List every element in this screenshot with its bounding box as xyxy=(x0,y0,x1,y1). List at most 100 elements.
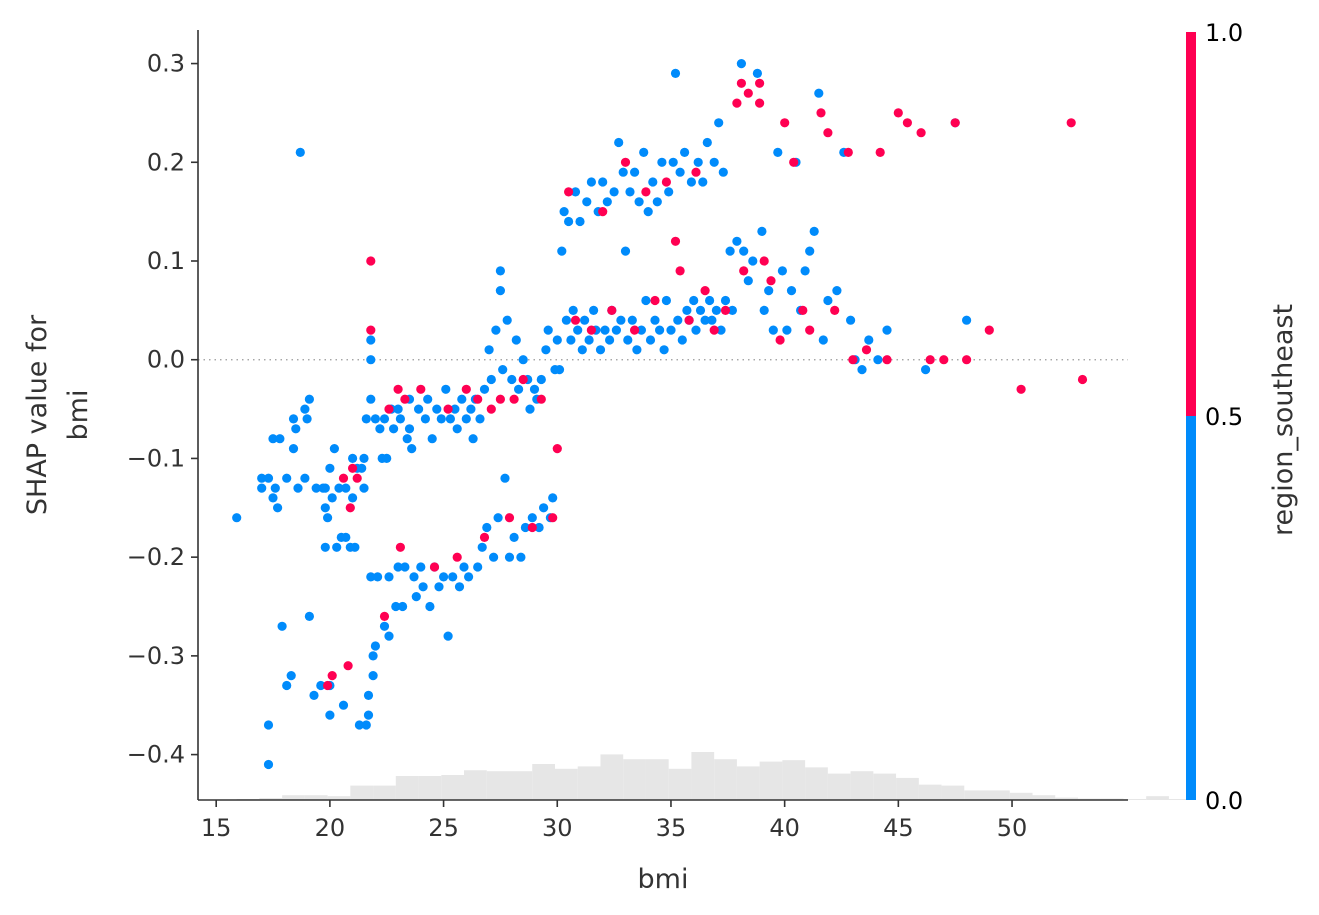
data-point-other xyxy=(725,246,735,256)
data-point-other xyxy=(509,532,519,543)
data-point-other xyxy=(398,601,408,612)
data-point-other xyxy=(675,167,685,177)
data-point-other xyxy=(363,690,374,701)
data-point-other xyxy=(473,562,483,572)
histogram-bar xyxy=(600,754,624,800)
histogram-bar xyxy=(691,752,715,800)
data-point-other xyxy=(348,453,358,463)
x-tick-label: 30 xyxy=(542,814,573,842)
data-point-other xyxy=(293,483,303,493)
data-point-other xyxy=(320,503,330,513)
bmi-histogram xyxy=(236,752,1192,800)
data-point-other xyxy=(636,325,647,335)
x-tick-label: 20 xyxy=(315,814,346,842)
data-point-southeast xyxy=(732,98,742,108)
data-point-other xyxy=(325,710,335,720)
data-point-southeast xyxy=(893,108,903,118)
data-point-other xyxy=(768,325,778,335)
data-point-other xyxy=(561,315,572,325)
data-point-other xyxy=(514,384,524,394)
data-point-other xyxy=(393,562,403,572)
data-point-other xyxy=(507,374,517,385)
histogram-bar xyxy=(896,777,919,800)
histogram-bar xyxy=(282,795,305,800)
data-point-southeast xyxy=(527,522,537,533)
data-point-other xyxy=(363,710,374,720)
data-point-other xyxy=(268,434,278,444)
data-point-other xyxy=(348,493,358,503)
data-point-other xyxy=(448,572,458,582)
data-point-southeast xyxy=(984,325,994,335)
histogram-bar xyxy=(350,785,374,800)
data-point-southeast xyxy=(755,78,765,88)
data-point-southeast xyxy=(345,503,355,513)
histogram-bar xyxy=(532,764,555,800)
data-point-other xyxy=(543,325,553,335)
data-point-other xyxy=(486,374,496,385)
data-point-other xyxy=(648,177,658,187)
data-point-other xyxy=(639,147,649,157)
histogram-bar xyxy=(668,768,692,800)
histogram-bar xyxy=(987,790,1010,800)
histogram-bar xyxy=(509,771,533,800)
data-point-other xyxy=(495,286,505,296)
x-tick-label: 50 xyxy=(997,814,1028,842)
data-point-other xyxy=(707,315,717,325)
data-point-southeast xyxy=(552,444,562,454)
data-point-southeast xyxy=(743,88,753,98)
y-axis-label-line2: bmi xyxy=(63,390,94,441)
data-point-other xyxy=(434,582,444,592)
data-point-southeast xyxy=(393,384,403,394)
data-point-other xyxy=(786,286,797,296)
data-point-southeast xyxy=(495,394,505,404)
histogram-bar xyxy=(304,795,328,800)
y-tick-label: −0.2 xyxy=(127,543,185,571)
data-point-other xyxy=(445,414,455,424)
data-point-other xyxy=(439,572,449,582)
data-point-other xyxy=(714,118,724,128)
data-point-other xyxy=(534,522,544,533)
data-point-other xyxy=(589,305,599,315)
data-point-other xyxy=(625,187,635,197)
data-point-southeast xyxy=(620,157,631,167)
data-point-southeast xyxy=(661,177,672,187)
data-point-other xyxy=(595,345,606,355)
data-point-other xyxy=(570,187,581,197)
data-point-other xyxy=(300,473,310,483)
y-axis-label-line1: SHAP value for xyxy=(22,314,53,515)
data-point-other xyxy=(702,137,712,148)
x-tick-label: 40 xyxy=(769,814,800,842)
data-point-other xyxy=(257,483,267,493)
data-point-southeast xyxy=(939,355,949,365)
data-point-other xyxy=(682,305,692,315)
histogram-bar xyxy=(1168,799,1192,800)
data-point-other xyxy=(605,335,615,345)
data-point-other xyxy=(873,355,883,365)
data-point-other xyxy=(814,88,824,98)
data-point-other xyxy=(309,690,319,701)
data-point-other xyxy=(623,335,633,345)
data-point-southeast xyxy=(395,542,405,552)
data-point-southeast xyxy=(400,394,410,404)
data-point-other xyxy=(736,59,747,69)
data-point-southeast xyxy=(916,128,926,138)
data-point-southeast xyxy=(650,295,660,306)
data-point-other xyxy=(577,345,587,355)
data-point-southeast xyxy=(416,384,426,394)
data-point-southeast xyxy=(461,384,471,394)
data-point-southeast xyxy=(720,305,731,315)
data-point-other xyxy=(368,651,378,661)
data-point-other xyxy=(805,246,815,256)
data-point-other xyxy=(718,167,728,177)
data-point-other xyxy=(921,365,931,375)
data-point-southeast xyxy=(766,276,776,286)
data-point-other xyxy=(368,671,378,681)
data-point-other xyxy=(418,582,428,592)
data-point-southeast xyxy=(586,325,597,335)
data-point-other xyxy=(666,325,676,335)
x-tick-label: 25 xyxy=(428,814,459,842)
data-point-other xyxy=(375,424,385,434)
data-point-other xyxy=(389,424,399,434)
histogram-bar xyxy=(486,771,510,800)
